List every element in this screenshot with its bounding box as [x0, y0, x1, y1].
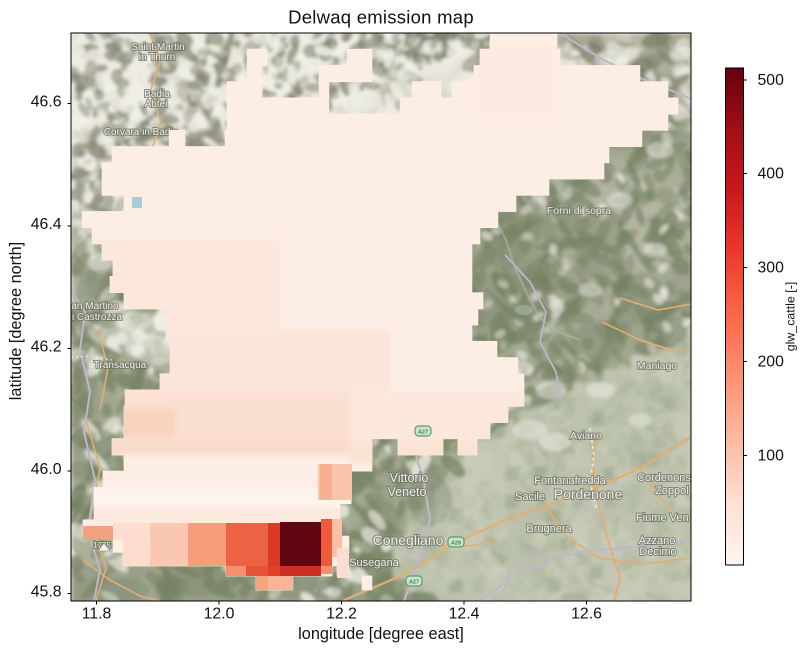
- svg-text:12.6: 12.6: [571, 606, 602, 623]
- svg-text:Vittorio: Vittorio: [390, 471, 429, 485]
- svg-text:A28: A28: [451, 540, 461, 546]
- svg-text:Forni di sopra: Forni di sopra: [547, 205, 611, 217]
- svg-text:Sacile: Sacile: [515, 491, 545, 503]
- svg-text:300: 300: [758, 260, 785, 277]
- svg-text:12.0: 12.0: [204, 606, 235, 623]
- svg-text:Abtei: Abtei: [145, 99, 168, 110]
- svg-text:Zoppol: Zoppol: [655, 485, 689, 497]
- svg-text:A27: A27: [418, 429, 428, 435]
- svg-text:12.2: 12.2: [326, 606, 357, 623]
- svg-text:100: 100: [758, 448, 785, 465]
- svg-text:200: 200: [758, 354, 785, 371]
- svg-text:Susegana: Susegana: [349, 557, 399, 569]
- svg-text:A27: A27: [409, 579, 419, 585]
- svg-text:11.8: 11.8: [82, 606, 112, 623]
- svg-text:an Martino: an Martino: [71, 301, 119, 312]
- svg-text:Maniago: Maniago: [637, 360, 677, 372]
- svg-text:Veneto: Veneto: [388, 485, 427, 499]
- svg-text:12.4: 12.4: [449, 606, 480, 623]
- svg-text:Pordenone: Pordenone: [554, 486, 623, 502]
- svg-text:46.4: 46.4: [31, 216, 62, 233]
- svg-text:i Castrozza: i Castrozza: [72, 312, 122, 323]
- svg-text:45.8: 45.8: [31, 584, 62, 601]
- svg-text:46.6: 46.6: [31, 94, 62, 111]
- svg-text:500: 500: [758, 72, 785, 89]
- svg-text:Cordenons: Cordenons: [637, 472, 691, 484]
- svg-text:Corvara in Badia: Corvara in Badia: [104, 127, 179, 138]
- svg-text:400: 400: [758, 166, 785, 183]
- svg-text:Transacqua: Transacqua: [94, 360, 147, 371]
- svg-text:longitude [degree east]: longitude [degree east]: [298, 625, 464, 643]
- svg-text:46.0: 46.0: [31, 461, 62, 478]
- svg-text:46.2: 46.2: [31, 339, 62, 356]
- svg-text:glw_cattle [-]: glw_cattle [-]: [784, 282, 798, 352]
- svg-text:Decimo: Decimo: [639, 546, 676, 558]
- svg-text:Aviano: Aviano: [570, 430, 602, 442]
- svg-text:Delwaq emission map: Delwaq emission map: [288, 7, 474, 28]
- svg-text:Brugnera: Brugnera: [526, 523, 572, 535]
- svg-text:Conegliano: Conegliano: [373, 532, 444, 548]
- svg-text:in Thurn: in Thurn: [139, 52, 176, 63]
- svg-text:Fiume Ven: Fiume Ven: [636, 512, 689, 524]
- svg-text:latitude [degree north]: latitude [degree north]: [7, 242, 25, 400]
